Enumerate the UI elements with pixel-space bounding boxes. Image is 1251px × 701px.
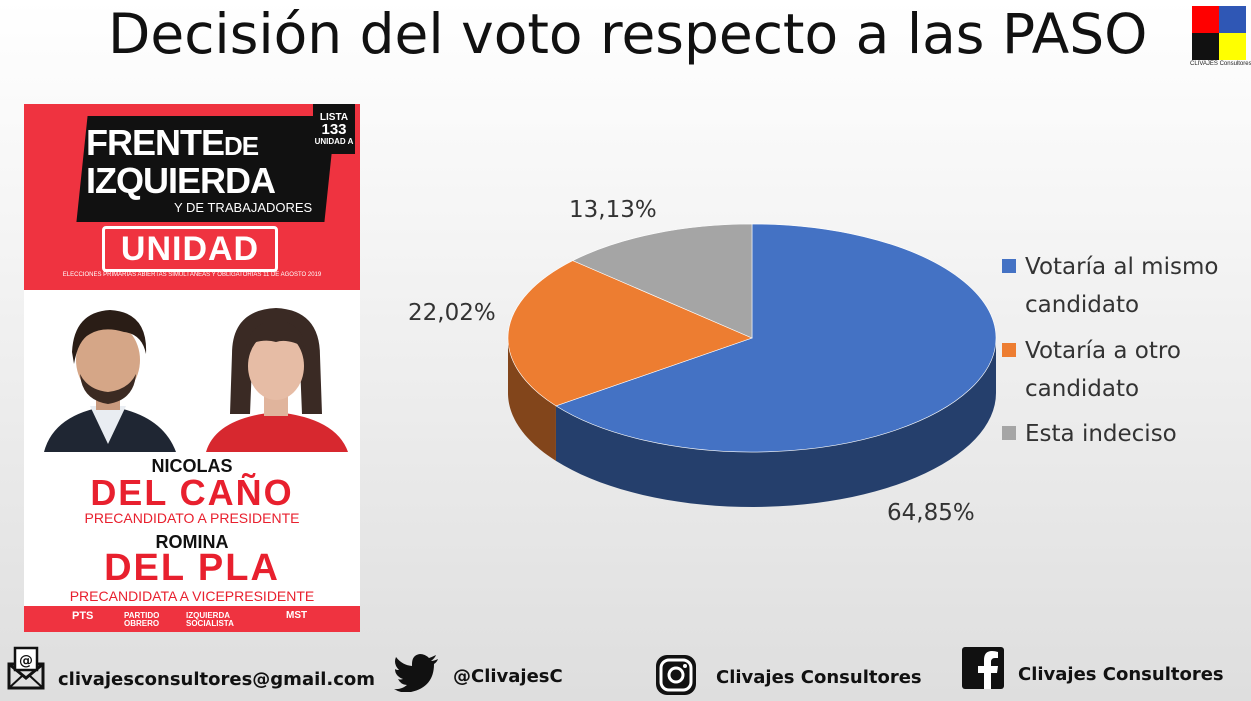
pie-labels: 64,85% 22,02% 13,13% [408, 197, 975, 526]
chart-legend: Votaría al mismo candidato Votaría a otr… [1002, 254, 1218, 447]
instagram-icon[interactable] [654, 653, 698, 697]
legend-label-2-line1: Esta indeciso [1025, 421, 1177, 447]
svg-text:@: @ [19, 653, 33, 669]
logo-text: CLIVAJES Consultores [1190, 61, 1251, 67]
data-label-slice-1: 22,02% [408, 300, 496, 326]
poster-candidate1-last: DEL CAÑO [90, 472, 294, 513]
footer-twitter[interactable]: @ClivajesC [453, 666, 563, 687]
facebook-icon[interactable] [962, 647, 1004, 689]
candidate-portrait-1 [24, 294, 192, 452]
clivajes-logo: CLIVAJES Consultores [1190, 4, 1251, 70]
poster-unidad: UNIDAD [102, 226, 278, 272]
legend-label-1-line2: candidato [1025, 376, 1139, 402]
poster-party-pts: PTS [72, 610, 94, 622]
poster-candidate1-role: PRECANDIDATO A PRESIDENTE [84, 510, 300, 526]
page-title: Decisión del voto respecto a las PASO [108, 2, 1148, 66]
data-label-slice-2: 13,13% [569, 197, 657, 223]
poster-party-de: DE [224, 131, 259, 161]
logo-square-black [1192, 33, 1219, 60]
poster-party-po: PARTIDO OBRERO [124, 611, 160, 628]
poster-lista-badge: LISTA 133 UNIDAD A [313, 104, 355, 154]
poster-candidate2-first: ROMINA [155, 532, 229, 552]
pie-slice-1 [507, 260, 753, 407]
legend-swatch-1 [1002, 343, 1016, 357]
poster-lista-number: 133 [321, 121, 347, 138]
legend-label-1-line1: Votaría a otro [1025, 338, 1181, 364]
poster-candidate2-role: PRECANDIDATA A VICEPRESIDENTE [69, 588, 315, 604]
footer-facebook[interactable]: Clivajes Consultores [1018, 664, 1224, 685]
twitter-icon[interactable] [394, 654, 440, 692]
poster-elections: ELECCIONES PRIMARIAS ABIERTAS SIMULTÁNEA… [62, 272, 322, 278]
poster-party-line2: IZQUIERDA [86, 160, 276, 201]
poster-candidate2-last: DEL PLA [104, 547, 280, 589]
poster-parties-bar: PTS PARTIDO OBRERO IZQUIERDA SOCIALISTA … [24, 606, 360, 632]
email-icon: @ [7, 646, 45, 690]
candidate-portrait-2 [192, 294, 360, 452]
poster-lista-sub: UNIDAD A [314, 137, 354, 146]
pie-slice-2 [572, 223, 753, 339]
logo-square-yellow [1219, 33, 1246, 60]
pie-slice-0 [555, 223, 997, 453]
poster-party-mst: MST [286, 610, 308, 621]
legend-swatch-2 [1002, 426, 1016, 440]
pie-slice-side-1 [508, 338, 556, 461]
poster-lista-label: LISTA [319, 112, 349, 123]
poster-candidate1-first: NICOLAS [151, 456, 233, 476]
poster-party-line3: Y DE TRABAJADORES [174, 200, 313, 215]
footer-instagram[interactable]: Clivajes Consultores [716, 667, 922, 688]
footer: @ clivajesconsultores@gmail.com @Clivaje… [0, 642, 1251, 701]
data-label-slice-0: 64,85% [887, 500, 975, 526]
poster-party-frente: FRENTE [86, 122, 225, 163]
poster-party-line1: FRENTEDE [86, 122, 259, 164]
pie-slice-side-0 [555, 338, 996, 507]
logo-square-blue [1219, 6, 1246, 33]
legend-label-0-line2: candidato [1025, 292, 1139, 318]
legend-label-0-line1: Votaría al mismo [1025, 254, 1218, 280]
footer-email[interactable]: clivajesconsultores@gmail.com [58, 669, 376, 690]
campaign-poster: FRENTEDE IZQUIERDA Y DE TRABAJADORES LIS… [24, 104, 360, 632]
pie-group [507, 223, 997, 507]
poster-party-is: IZQUIERDA SOCIALISTA [186, 611, 234, 628]
legend-swatch-0 [1002, 259, 1016, 273]
logo-square-red [1192, 6, 1219, 33]
candidate-photo-2 [192, 294, 360, 452]
candidate-photo-1 [24, 294, 192, 452]
